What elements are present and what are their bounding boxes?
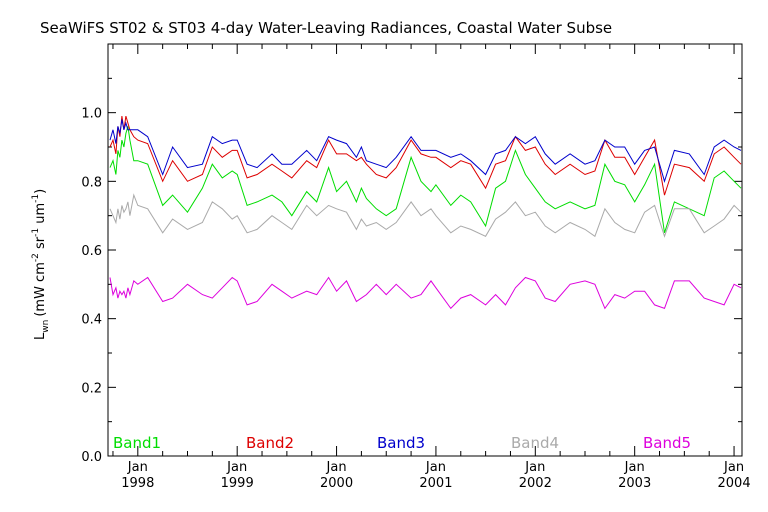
x-tick-year: 1999 bbox=[221, 476, 254, 491]
ylabel-sup3: -1 bbox=[31, 194, 41, 203]
ylabel-main: L bbox=[33, 332, 48, 340]
legend-band4: Band4 bbox=[511, 434, 559, 452]
x-tick-year: 2002 bbox=[519, 476, 552, 491]
chart-title: SeaWiFS ST02 & ST03 4-day Water-Leaving … bbox=[40, 19, 612, 37]
x-axis: Jan1998Jan1999Jan2000Jan2001Jan2002Jan20… bbox=[112, 44, 751, 491]
legend: Band1 Band2 Band3 Band4 Band5 bbox=[113, 434, 691, 452]
x-tick-month: Jan bbox=[723, 460, 744, 475]
plot-frame bbox=[107, 43, 743, 457]
ylabel-close: ) bbox=[33, 189, 48, 194]
y-tick-label: 0.0 bbox=[81, 450, 102, 465]
y-tick-label: 1.0 bbox=[81, 107, 102, 122]
x-tick-year: 2001 bbox=[419, 476, 452, 491]
series-lines bbox=[109, 115, 742, 310]
ylabel-sup1: -2 bbox=[31, 253, 41, 262]
series-line-band1 bbox=[109, 126, 742, 233]
x-tick-month: Jan bbox=[226, 460, 247, 475]
y-tick-label: 0.6 bbox=[81, 244, 102, 259]
legend-band5: Band5 bbox=[643, 434, 691, 452]
series-line-band4 bbox=[109, 193, 742, 238]
y-axis-label: Lwn(mW cm-2 sr-1 um-1) bbox=[31, 189, 51, 340]
x-tick-year: 2000 bbox=[320, 476, 353, 491]
legend-band2: Band2 bbox=[246, 434, 294, 452]
y-tick-label: 0.4 bbox=[81, 313, 102, 328]
x-tick-month: Jan bbox=[326, 460, 347, 475]
ylabel-um: um bbox=[33, 203, 48, 228]
ylabel-sub: wn bbox=[41, 320, 51, 333]
x-tick-month: Jan bbox=[524, 460, 545, 475]
x-tick-month: Jan bbox=[127, 460, 148, 475]
ylabel-sr: sr bbox=[33, 236, 48, 253]
y-tick-label: 0.8 bbox=[81, 175, 102, 190]
x-tick-year: 2004 bbox=[718, 476, 751, 491]
svg-text:Lwn(mW cm-2 sr-1 um-1): Lwn(mW cm-2 sr-1 um-1) bbox=[31, 189, 51, 340]
series-line-band3 bbox=[109, 119, 742, 184]
legend-band1: Band1 bbox=[113, 434, 161, 452]
y-tick-label: 0.2 bbox=[81, 381, 102, 396]
x-tick-month: Jan bbox=[425, 460, 446, 475]
x-tick-year: 1998 bbox=[121, 476, 154, 491]
series-line-band2 bbox=[109, 115, 742, 196]
legend-band3: Band3 bbox=[377, 434, 425, 452]
x-tick-year: 2003 bbox=[618, 476, 651, 491]
x-tick-month: Jan bbox=[624, 460, 645, 475]
ylabel-sup2: -1 bbox=[31, 228, 41, 237]
series-line-band5 bbox=[109, 276, 742, 310]
y-axis: 0.0 0.2 0.4 0.6 0.8 1.0 bbox=[81, 77, 742, 465]
ylabel-units: (mW cm bbox=[33, 262, 48, 317]
